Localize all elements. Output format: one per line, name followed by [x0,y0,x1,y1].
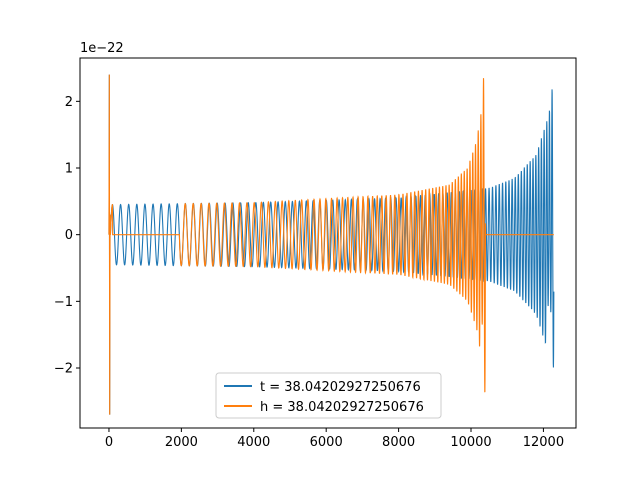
x-tick-label: 4000 [237,435,270,450]
x-tick-label: 10000 [450,435,491,450]
x-tick-label: 12000 [523,435,564,450]
y-tick-label: 0 [65,228,73,243]
x-tick-label: 2000 [165,435,198,450]
axes-frame [79,57,577,429]
x-tick-label: 8000 [382,435,415,450]
series-line-1 [108,74,554,415]
y-offset-label: 1e−22 [80,41,124,56]
y-tick-label: 2 [65,95,73,110]
y-tick-label: −2 [54,362,73,377]
legend-label-h: h = 38.04202927250676 [260,400,424,415]
y-tick-label: 1 [65,162,73,177]
legend-box [215,372,442,419]
y-tick-label: −1 [54,295,73,310]
legend-label-t: t = 38.04202927250676 [260,380,421,395]
legend: t = 38.04202927250676 h = 38.04202927250… [215,372,442,419]
series-layer [108,74,555,415]
y-axis: −2 −1 0 1 2 [54,95,80,377]
x-tick-label: 0 [105,435,113,450]
x-axis: 0 2000 4000 6000 8000 10000 12000 [105,428,564,450]
x-tick-label: 6000 [310,435,343,450]
